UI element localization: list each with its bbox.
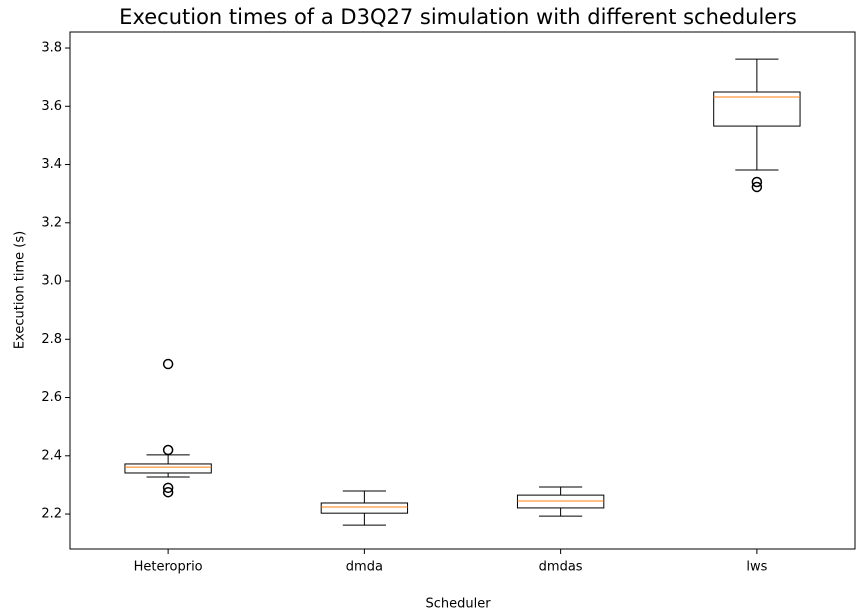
y-tick-label: 3.4 [41, 157, 62, 172]
y-tick-label: 2.8 [41, 332, 62, 347]
outlier [162, 486, 174, 498]
x-axis-label: Scheduler [425, 597, 491, 612]
outlier [751, 176, 763, 188]
y-tick-label: 2.6 [41, 390, 62, 405]
box [320, 502, 409, 514]
box [124, 463, 212, 474]
box [516, 494, 605, 509]
y-tick-label: 2.4 [41, 448, 62, 463]
y-tick-label: 3.0 [41, 274, 62, 289]
outlier [162, 358, 174, 370]
y-tick-label: 2.2 [41, 507, 62, 522]
chart-title: Execution times of a D3Q27 simulation wi… [119, 5, 797, 29]
y-tick-label: 3.8 [41, 41, 62, 56]
x-tick-label: lws [746, 560, 767, 575]
x-tick-label: Heteroprio [134, 560, 203, 575]
plot-frame [69, 31, 856, 550]
outlier [162, 444, 174, 456]
box [713, 91, 801, 127]
x-tick-label: dmdas [539, 560, 583, 575]
y-axis-label: Execution time (s) [13, 231, 28, 349]
outlier [751, 181, 763, 193]
x-tick-label: dmda [346, 560, 383, 575]
y-tick-label: 3.2 [41, 215, 62, 230]
y-tick-label: 3.6 [41, 99, 62, 114]
outlier [162, 482, 174, 494]
